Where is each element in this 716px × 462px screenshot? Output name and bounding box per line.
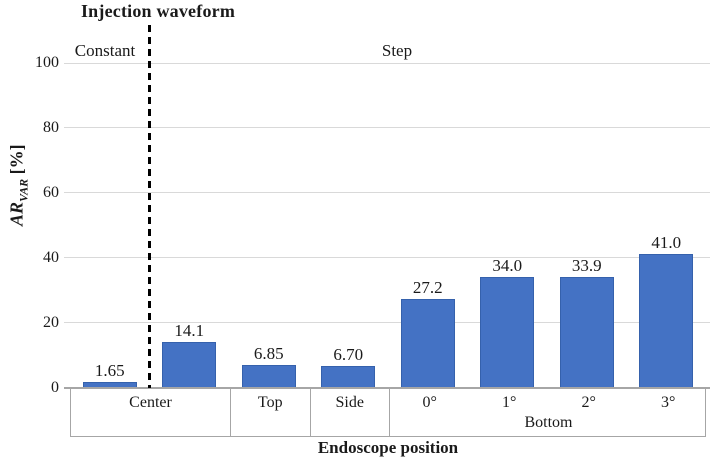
category-sub-label: 2°	[581, 394, 596, 411]
gridline-80	[64, 127, 710, 129]
y-tick-60: 60	[43, 183, 59, 201]
bar-value-label: 41.0	[651, 233, 682, 253]
bar-2°-6	[559, 277, 614, 388]
bar-3°-7	[639, 254, 694, 388]
bar-value-label: 14.1	[174, 320, 205, 340]
category-group-center: Center	[71, 389, 230, 436]
gridline-100	[64, 62, 710, 64]
bar-1°-5	[480, 277, 535, 388]
bar-0°-4	[400, 299, 455, 388]
category-group-side: Side	[309, 389, 390, 436]
category-sub-label: 3°	[661, 394, 676, 411]
gridline-60	[64, 192, 710, 194]
y-axis-title-prefix: AR	[6, 201, 27, 226]
y-tick-0: 0	[51, 378, 59, 396]
bar-value-0	[82, 382, 137, 388]
chart-title: Injection waveform	[80, 1, 236, 21]
category-group-top: Top	[230, 389, 310, 436]
y-tick-20: 20	[43, 313, 59, 331]
gridline-20	[64, 322, 710, 324]
region-label-constant: Constant	[74, 41, 136, 60]
category-sub-label: 0°	[422, 394, 437, 411]
y-tick-100: 100	[35, 54, 59, 71]
bar-value-2	[241, 365, 296, 388]
region-label-step: Step	[381, 41, 413, 60]
bar-value-label: 33.9	[571, 256, 602, 276]
category-group-label: Top	[257, 394, 283, 411]
bar-value-label: 27.2	[412, 278, 443, 298]
category-group-label: Center	[129, 394, 172, 411]
category-group-label: Bottom	[524, 414, 573, 431]
y-axis-title-unit: [%]	[6, 144, 27, 179]
category-group-label: Side	[335, 394, 364, 411]
bar-value-label: 6.70	[333, 344, 364, 364]
bar-value-label: 6.85	[253, 344, 284, 364]
gridline-40	[64, 257, 710, 259]
waveform-divider-line	[148, 25, 151, 388]
y-tick-80: 80	[43, 118, 59, 136]
bar-value-label: 34.0	[492, 256, 523, 276]
x-axis-line	[64, 386, 710, 389]
category-group-bottom: 0° 1° 2° 3° Bottom	[389, 389, 707, 436]
category-axis-table: Center Top Side 0° 1° 2° 3° Bottom	[70, 388, 706, 437]
y-tick-40: 40	[43, 248, 59, 266]
bar-value-3	[321, 365, 376, 388]
bar-value-1	[162, 341, 217, 388]
bar-value-label: 1.65	[94, 361, 125, 381]
category-sub-label: 1°	[502, 394, 517, 411]
x-axis-title: Endoscope position	[317, 438, 459, 457]
